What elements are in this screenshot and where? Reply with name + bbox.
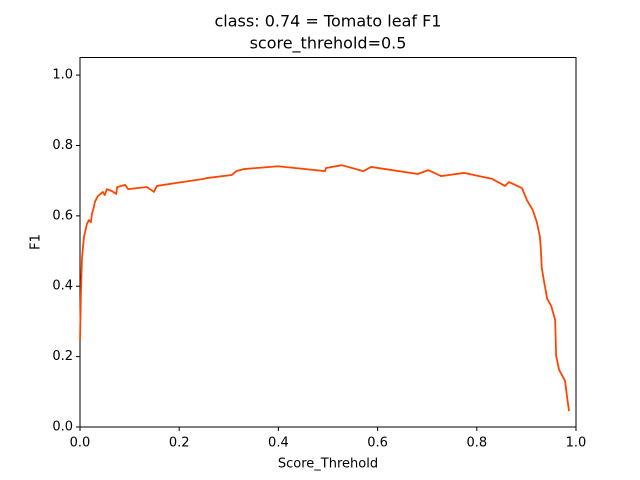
data-line — [79, 164, 570, 412]
y-tick-label: 0.4 — [52, 279, 73, 294]
x-tick-label: 0.2 — [169, 436, 190, 451]
y-tick-label: 0.6 — [52, 208, 73, 223]
x-tick-label: 0.8 — [466, 436, 487, 451]
x-axis-label: Score_Threhold — [278, 457, 378, 472]
chart-title: class: 0.74 = Tomato leaf F1 — [215, 12, 442, 31]
y-tick-label: 0.2 — [52, 349, 73, 364]
y-tick-label: 0.8 — [52, 138, 73, 153]
plot-frame — [79, 57, 577, 428]
y-tick-label: 1.0 — [52, 68, 73, 83]
y-tick-label: 0.0 — [52, 420, 73, 435]
y-axis-label: F1 — [29, 234, 44, 250]
x-tick-label: 0.6 — [367, 436, 388, 451]
x-tick-label: 0.4 — [268, 436, 289, 451]
x-tick-label: 0.0 — [70, 436, 91, 451]
x-tick-label: 1.0 — [566, 436, 587, 451]
chart-subtitle: score_threhold=0.5 — [250, 34, 407, 54]
